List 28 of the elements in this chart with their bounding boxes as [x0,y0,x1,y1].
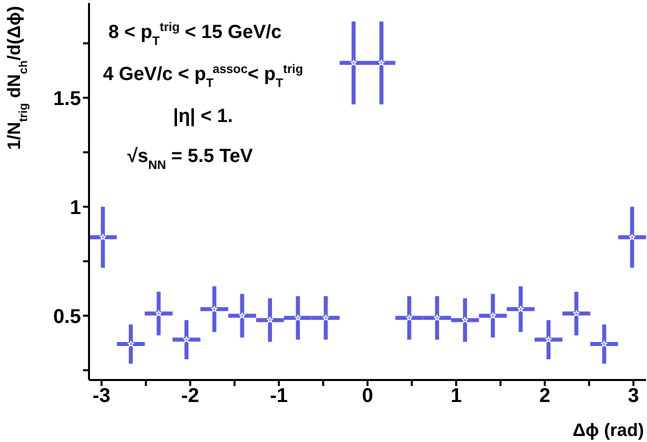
x-tick-label: -1 [270,385,288,408]
y-tick-label: 1 [70,196,81,219]
y-tick-label: 1.5 [53,88,81,110]
point [629,234,636,240]
annotation: 8 < p$_{T}$$^{trig}$ < 15 GeV/c [108,20,282,48]
x-axis-title: Δϕ (rad) [572,420,644,440]
x-tick-label: -3 [92,385,110,408]
point [156,310,162,316]
point [434,314,440,320]
x-tick-label: 3 [628,385,640,408]
point [294,314,301,320]
point [322,314,329,320]
point [573,310,580,316]
point [406,314,412,320]
annotation: √s$_{NN}$ = 5.5 TeV [127,146,254,172]
point [100,234,106,240]
x-tick-label: -2 [181,385,200,408]
x-tick-label: 2 [539,385,550,408]
point [490,312,496,318]
point [601,340,608,347]
point [128,340,134,347]
x-tick-label: 0 [362,385,374,408]
annotation: |η| < 1. [173,106,233,127]
y-tick-label: 0.5 [53,306,81,328]
point [350,60,357,66]
point [378,60,384,66]
x-tick-label: 1 [450,385,462,408]
point [239,312,246,318]
